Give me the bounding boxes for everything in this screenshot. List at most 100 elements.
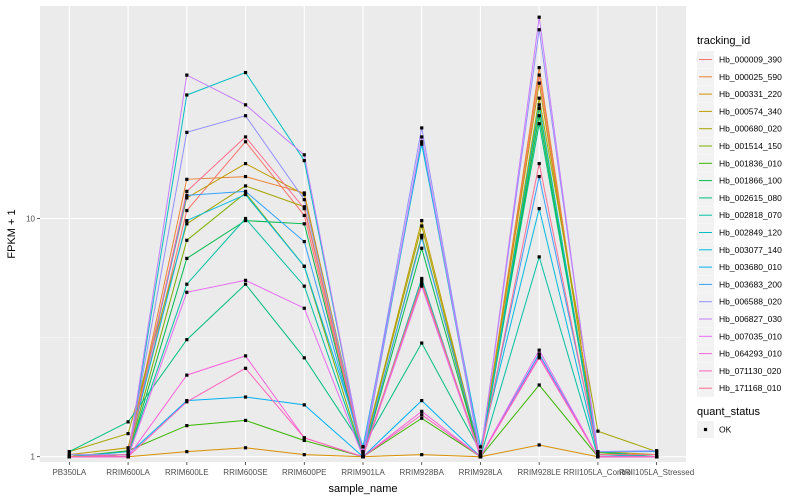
data-point	[537, 114, 541, 118]
data-point	[243, 184, 248, 188]
data-point	[302, 403, 306, 407]
data-point	[478, 455, 483, 459]
data-point	[67, 455, 71, 459]
legend-label: Hb_006588_020	[719, 297, 782, 307]
data-point	[302, 153, 306, 157]
data-point	[185, 400, 189, 404]
data-point	[126, 453, 130, 457]
data-point	[537, 255, 541, 259]
x-axis: PB350LA RRIM600LA RRIM600LE RRIM600SE RRIM60…	[52, 462, 694, 477]
legend-label: Hb_002849_120	[719, 228, 782, 238]
data-point	[537, 356, 541, 360]
data-point	[302, 284, 306, 288]
data-point	[302, 453, 306, 457]
data-point	[185, 424, 189, 428]
data-point	[420, 278, 424, 282]
data-point	[185, 73, 189, 77]
y-tick-label: 1	[31, 453, 36, 462]
data-point	[243, 103, 248, 107]
x-tick-label: RRIM901LA	[341, 468, 385, 477]
data-point	[361, 453, 365, 457]
data-point	[302, 213, 306, 218]
shape-legend-label: OK	[719, 425, 732, 435]
data-point	[361, 455, 365, 459]
data-point	[596, 455, 600, 459]
data-point	[67, 453, 71, 457]
data-point	[537, 96, 541, 100]
legend-label: Hb_001836_010	[719, 158, 782, 168]
x-tick-label: RRII105LA_Stressed	[619, 468, 694, 477]
data-point	[302, 222, 306, 226]
legend-label: Hb_071130_020	[719, 366, 782, 376]
data-point	[126, 432, 130, 436]
data-point	[537, 103, 541, 107]
legend-title: tracking_id	[697, 35, 750, 47]
data-point	[420, 284, 424, 288]
data-point	[537, 106, 541, 110]
data-point	[420, 246, 424, 250]
data-point	[302, 159, 306, 163]
data-point	[243, 282, 248, 286]
data-point	[537, 15, 541, 19]
data-point	[537, 28, 541, 32]
data-point	[185, 373, 189, 377]
legend-label: Hb_003683_200	[719, 279, 782, 289]
data-point	[596, 429, 600, 433]
data-point	[655, 455, 659, 459]
data-point	[185, 238, 189, 242]
y-tick-label: 10	[26, 214, 35, 223]
series-points	[67, 15, 659, 459]
data-point	[302, 264, 306, 268]
data-point	[420, 126, 424, 130]
data-point	[243, 446, 248, 450]
data-point	[537, 162, 541, 166]
legend-label: Hb_002818_070	[719, 210, 782, 220]
data-point	[185, 208, 189, 213]
data-point	[302, 191, 306, 195]
x-tick-label: RRIM928LE	[517, 468, 561, 477]
data-point	[302, 198, 306, 202]
data-point	[420, 341, 424, 345]
y-axis-title: FPKM + 1	[6, 209, 18, 258]
data-point	[420, 416, 424, 420]
data-point	[302, 356, 306, 360]
data-point	[302, 438, 306, 443]
data-point	[537, 348, 541, 352]
x-axis-title: sample_name	[328, 483, 397, 495]
data-point	[420, 453, 424, 457]
x-tick-label: RRIM600PE	[282, 468, 326, 477]
data-point	[185, 256, 189, 260]
x-tick-label: RRII105LA_Control	[563, 468, 633, 477]
data-point	[302, 436, 306, 440]
data-point	[243, 192, 248, 197]
data-point	[478, 453, 483, 457]
data-point	[243, 140, 248, 144]
data-point	[126, 420, 130, 424]
data-point	[185, 338, 189, 342]
data-point	[243, 191, 248, 195]
data-point	[243, 395, 248, 399]
data-point	[537, 122, 541, 126]
data-point	[185, 177, 189, 181]
data-point	[420, 224, 424, 228]
x-tick-label: RRIM600LA	[106, 468, 150, 477]
legend-label: Hb_001866_100	[719, 176, 782, 186]
data-point	[243, 218, 248, 223]
shape-legend-title: quant_status	[697, 406, 760, 418]
data-point	[243, 418, 248, 423]
data-point	[420, 140, 424, 144]
data-point	[243, 162, 248, 166]
legend: Hb_000009_390 Hb_000025_590 Hb_000331_220 H…	[697, 51, 782, 397]
data-point	[478, 445, 483, 449]
data-point	[243, 354, 248, 358]
data-point	[420, 413, 424, 417]
data-point	[185, 130, 189, 134]
data-point	[243, 189, 248, 193]
data-point	[420, 409, 424, 413]
legend-label: Hb_000574_340	[719, 106, 782, 116]
data-point	[537, 383, 541, 387]
x-tick-label: RRIM928LA	[459, 468, 503, 477]
data-point	[420, 233, 424, 237]
legend-label: Hb_006827_030	[719, 314, 782, 324]
